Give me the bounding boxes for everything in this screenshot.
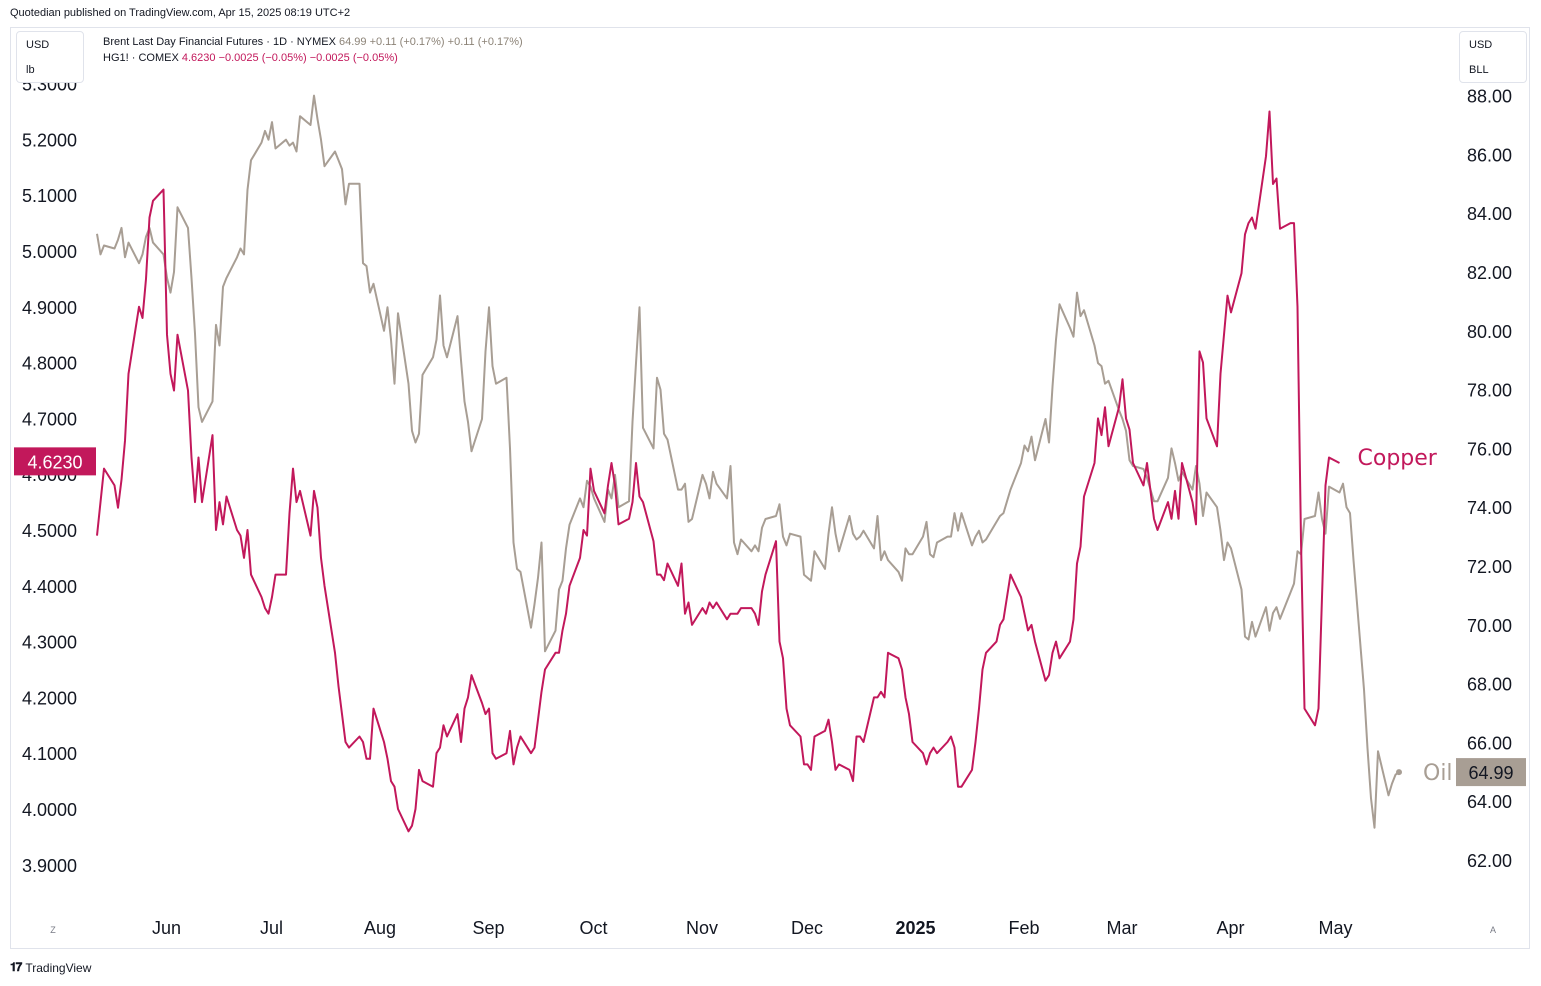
right-scale-unit-box[interactable]: USD BLL	[1459, 31, 1527, 83]
series-line-copper	[96, 110, 1340, 833]
left-axis-tick: 4.2000	[22, 688, 77, 708]
series-legend[interactable]: Brent Last Day Financial Futures · 1D · …	[103, 34, 523, 66]
right-axis-tick: 80.00	[1467, 322, 1512, 342]
right-axis-tick: 70.00	[1467, 616, 1512, 636]
left-axis-tick: 4.9000	[22, 298, 77, 318]
x-axis-label: Sep	[472, 918, 504, 938]
left-scale-unit: lb	[26, 64, 35, 76]
x-axis-label: Nov	[686, 918, 718, 938]
copper-last-value-badge	[14, 447, 96, 476]
copper-annotation: Copper	[1358, 446, 1438, 471]
x-axis-label: Feb	[1008, 918, 1039, 938]
legend-brent-change1: +0.11 (+0.17%)	[369, 36, 445, 48]
series-line-oil	[96, 94, 1400, 829]
footer-brand-name: TradingView	[25, 960, 92, 975]
x-axis-label: Oct	[579, 918, 607, 938]
oil-last-value-label: 64.99	[1468, 763, 1513, 783]
oil-last-value-badge	[1456, 758, 1526, 787]
footer-brand[interactable]: 𝟏𝟕 TradingView	[10, 960, 91, 975]
left-axis-tick: 5.1000	[22, 186, 77, 206]
x-axis-label: Dec	[791, 918, 823, 938]
left-axis-tick: 4.3000	[22, 633, 77, 653]
right-axis-tick: 86.00	[1467, 145, 1512, 165]
x-axis-label: Aug	[364, 918, 396, 938]
left-axis-tick: 4.0000	[22, 800, 77, 820]
right-axis-tick: 82.00	[1467, 263, 1512, 283]
oil-last-point	[1396, 769, 1402, 776]
legend-brent-name: Brent Last Day Financial Futures · 1D · …	[103, 36, 336, 48]
left-axis-tick: 4.4000	[22, 577, 77, 597]
left-axis-tick: 3.9000	[22, 856, 77, 876]
right-axis-tick: 68.00	[1467, 675, 1512, 695]
right-axis-tick: 88.00	[1467, 87, 1512, 107]
legend-copper-price: 4.6230	[181, 52, 216, 64]
right-scale-currency: USD	[1469, 39, 1493, 51]
chart-frame	[10, 27, 1530, 949]
legend-copper-change2: −0.0025 (−0.05%)	[309, 52, 398, 64]
right-axis-tick: 76.00	[1467, 439, 1512, 459]
left-axis-tick: 4.8000	[22, 354, 77, 374]
left-axis-tick: 5.0000	[22, 242, 77, 262]
legend-row-brent[interactable]: Brent Last Day Financial Futures · 1D · …	[103, 34, 523, 50]
oil-annotation: Oil	[1423, 761, 1453, 786]
published-credit: Quotedian published on TradingView.com, …	[10, 7, 351, 19]
x-axis-label: May	[1318, 918, 1352, 938]
left-scale-unit-box[interactable]: USD lb	[16, 31, 84, 83]
right-axis-tick: 66.00	[1467, 733, 1512, 753]
legend-brent-change2: +0.11 (+0.17%)	[447, 36, 523, 48]
legend-brent-price: 64.99	[338, 36, 367, 48]
right-axis-tick: 62.00	[1467, 851, 1512, 871]
x-axis-label: 2025	[895, 918, 935, 938]
left-axis-tick: 4.7000	[22, 409, 77, 429]
right-axis-tick: 74.00	[1467, 498, 1512, 518]
legend-row-copper[interactable]: HG1! · COMEX 4.6230 −0.0025 (−0.05%) −0.…	[103, 50, 523, 66]
legend-copper-change1: −0.0025 (−0.05%)	[218, 52, 307, 64]
right-axis-tick: 78.00	[1467, 381, 1512, 401]
x-axis-label: Mar	[1107, 918, 1138, 938]
legend-copper-name: HG1! · COMEX	[103, 52, 179, 64]
left-axis-tick: 4.5000	[22, 521, 77, 541]
right-axis-tick: 84.00	[1467, 204, 1512, 224]
right-scale-unit: BLL	[1469, 64, 1489, 76]
copper-last-value-label: 4.6230	[27, 452, 82, 472]
x-axis-label: Apr	[1216, 918, 1244, 938]
left-scale-currency: USD	[26, 39, 50, 51]
tradingview-logo-icon: 𝟏𝟕	[10, 960, 22, 974]
log-scale-toggle[interactable]: Z	[50, 925, 56, 935]
left-axis-tick: 4.1000	[22, 744, 77, 764]
x-axis-label: Jul	[260, 918, 283, 938]
auto-scale-toggle[interactable]: A	[1489, 925, 1496, 935]
left-axis-tick: 5.2000	[22, 130, 77, 150]
right-axis-tick: 72.00	[1467, 557, 1512, 577]
right-axis-tick: 64.00	[1467, 792, 1512, 812]
x-axis-label: Jun	[152, 918, 181, 938]
